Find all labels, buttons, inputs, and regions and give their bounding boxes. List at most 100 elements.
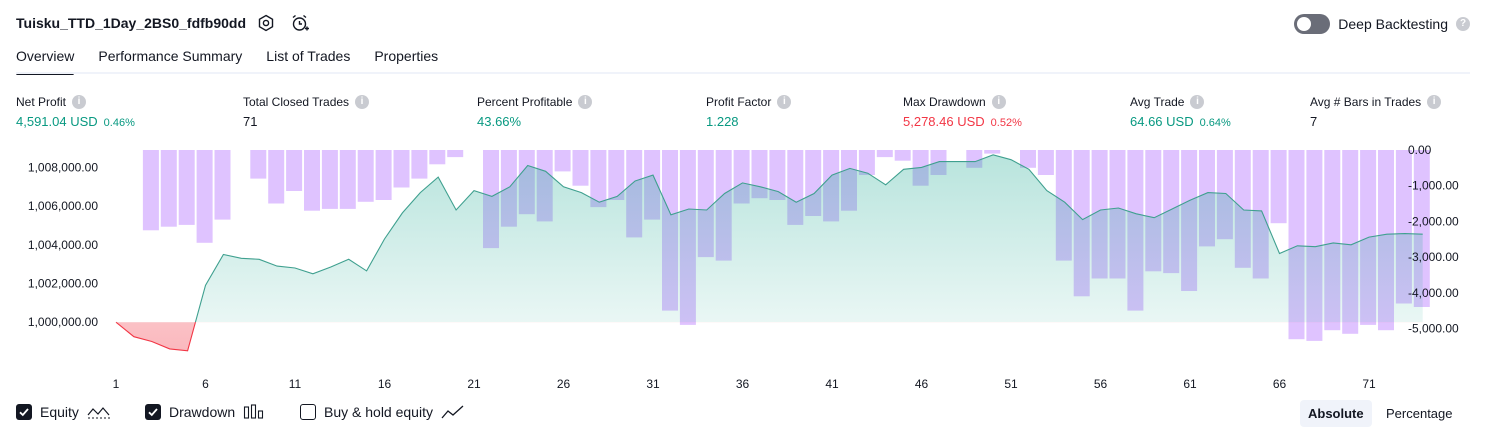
check-icon (19, 408, 29, 417)
mode-absolute-button[interactable]: Absolute (1300, 400, 1372, 427)
metric-percent: 0.64% (1199, 117, 1231, 129)
left-axis: 1,000,000.00 1,002,000.00 1,004,000.00 1,00… (28, 160, 98, 329)
equity-label: Equity (40, 404, 79, 420)
x-tick-label: 61 (1183, 377, 1197, 390)
info-icon[interactable]: i (578, 95, 593, 109)
right-axis: 0.00 -1,000.00 -2,000.00 -3,000.00 -4,000.00… (1408, 143, 1459, 335)
metric-value: 4,591.04 USD (16, 114, 98, 129)
info-icon[interactable]: i (72, 95, 87, 109)
help-icon[interactable]: ? (1456, 17, 1470, 31)
legend-buy-hold[interactable]: Buy & hold equity (300, 404, 465, 420)
right-tick-label: -4,000.00 (1408, 286, 1459, 300)
info-icon[interactable]: i (1427, 95, 1442, 109)
equity-checkbox[interactable] (16, 404, 32, 420)
equity-line-icon (87, 407, 110, 419)
metric-value: 43.66% (477, 114, 522, 129)
x-tick-label: 11 (289, 377, 302, 390)
drawdown-bar (554, 150, 571, 172)
metric-label: Profit Factor (706, 95, 772, 109)
drawdown-bar (447, 150, 464, 158)
buyhold-label: Buy & hold equity (324, 404, 433, 420)
metric-percent: 0.46% (103, 117, 135, 129)
metric-value: 1.228 (706, 114, 739, 129)
x-tick-label: 51 (1004, 377, 1018, 390)
legend-drawdown[interactable]: Drawdown (145, 404, 265, 420)
metric-value: 64.66 USD (1130, 114, 1194, 129)
tab-bar: Overview Performance Summary List of Tra… (16, 48, 439, 75)
info-icon[interactable]: i (355, 95, 370, 109)
metric-net-profit: Net Profit i 4,591.04 USD 0.46% (16, 94, 135, 129)
metric-profit-factor: Profit Factor i 1.228 (706, 94, 792, 129)
drawdown-bar (858, 150, 875, 175)
buyhold-line-icon (441, 405, 464, 419)
equity-drawdown-chart[interactable]: 1,000,000.00 1,002,000.00 1,004,000.00 1,00… (0, 140, 1486, 390)
drawdown-bar (214, 150, 231, 220)
drawdown-bar (196, 150, 213, 243)
info-icon[interactable]: i (1190, 95, 1205, 109)
drawdown-bar (268, 150, 285, 204)
metric-label: Max Drawdown (903, 95, 986, 109)
x-tick-label: 6 (202, 377, 209, 390)
x-tick-label: 21 (467, 377, 481, 390)
deep-backtesting-toggle[interactable] (1294, 14, 1331, 34)
drawdown-bar (984, 150, 1001, 154)
tab-divider (16, 72, 1470, 74)
settings-icon[interactable] (256, 13, 276, 33)
drawdown-bar (1020, 150, 1036, 168)
x-tick-label: 1 (113, 377, 120, 390)
strategy-title: Tuisku_TTD_1Day_2BS0_fdfb90dd (16, 15, 247, 31)
info-icon[interactable]: i (991, 95, 1006, 109)
metric-label: Percent Profitable (477, 95, 573, 109)
buyhold-checkbox[interactable] (300, 404, 316, 420)
check-icon (148, 408, 158, 417)
metric-avg-bars: Avg # Bars in Trades i 7 (1310, 94, 1442, 129)
right-tick-label: -2,000.00 (1408, 214, 1459, 228)
metric-avg-trade: Avg Trade i 64.66 USD 0.64% (1130, 94, 1231, 129)
drawdown-bar (429, 150, 446, 165)
tab-overview[interactable]: Overview (16, 48, 75, 75)
drawdown-bar (286, 150, 303, 191)
left-tick-label: 1,004,000.00 (28, 238, 98, 252)
drawdown-bar (769, 150, 786, 200)
x-tick-label: 41 (825, 377, 839, 390)
drawdown-label: Drawdown (169, 404, 236, 420)
drawdown-bar (321, 150, 338, 209)
metric-total-closed-trades: Total Closed Trades i 71 (243, 94, 370, 129)
drawdown-bar (160, 150, 177, 227)
x-tick-label: 66 (1273, 377, 1287, 390)
drawdown-bar (339, 150, 356, 209)
left-tick-label: 1,002,000.00 (28, 277, 98, 291)
drawdown-bar (393, 150, 410, 188)
info-icon[interactable]: i (777, 95, 792, 109)
metric-label: Avg Trade (1130, 95, 1185, 109)
left-tick-label: 1,000,000.00 (28, 315, 98, 329)
drawdown-bar (411, 150, 428, 179)
add-alert-icon[interactable] (290, 13, 310, 33)
drawdown-bar (590, 150, 607, 208)
x-tick-label: 16 (378, 377, 392, 390)
tab-performance-summary[interactable]: Performance Summary (98, 48, 243, 64)
legend-equity[interactable]: Equity (16, 404, 111, 420)
tab-list-of-trades[interactable]: List of Trades (266, 48, 351, 64)
drawdown-bar (375, 150, 392, 200)
x-tick-label: 36 (736, 377, 750, 390)
deep-backtesting-control: Deep Backtesting ? (1294, 14, 1470, 34)
mode-percentage-button[interactable]: Percentage (1386, 406, 1453, 421)
metric-percent-profitable: Percent Profitable i 43.66% (477, 94, 593, 129)
drawdown-bar (572, 150, 589, 186)
metric-label: Total Closed Trades (243, 95, 350, 109)
right-tick-label: -5,000.00 (1408, 321, 1459, 335)
metric-value: 5,278.46 USD (903, 114, 985, 129)
drawdown-checkbox[interactable] (145, 404, 161, 420)
metric-value: 7 (1310, 114, 1318, 129)
drawdown-bar (250, 150, 267, 179)
drawdown-bar (1270, 150, 1287, 224)
metric-value: 71 (243, 114, 258, 129)
metric-label: Avg # Bars in Trades (1310, 95, 1422, 109)
equity-line (116, 154, 1423, 323)
left-tick-label: 1,006,000.00 (28, 199, 98, 213)
tab-properties[interactable]: Properties (374, 48, 439, 64)
x-tick-label: 56 (1094, 377, 1108, 390)
right-tick-label: -1,000.00 (1408, 179, 1459, 193)
x-tick-label: 71 (1362, 377, 1376, 390)
